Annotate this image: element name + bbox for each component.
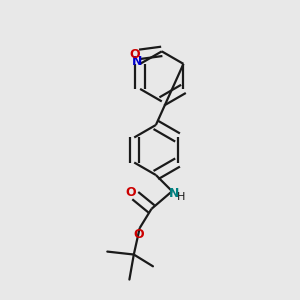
Text: O: O (125, 186, 136, 199)
Text: O: O (133, 228, 143, 241)
Text: N: N (169, 187, 180, 200)
Text: H: H (177, 191, 185, 202)
Text: O: O (129, 48, 140, 61)
Text: N: N (131, 55, 142, 68)
